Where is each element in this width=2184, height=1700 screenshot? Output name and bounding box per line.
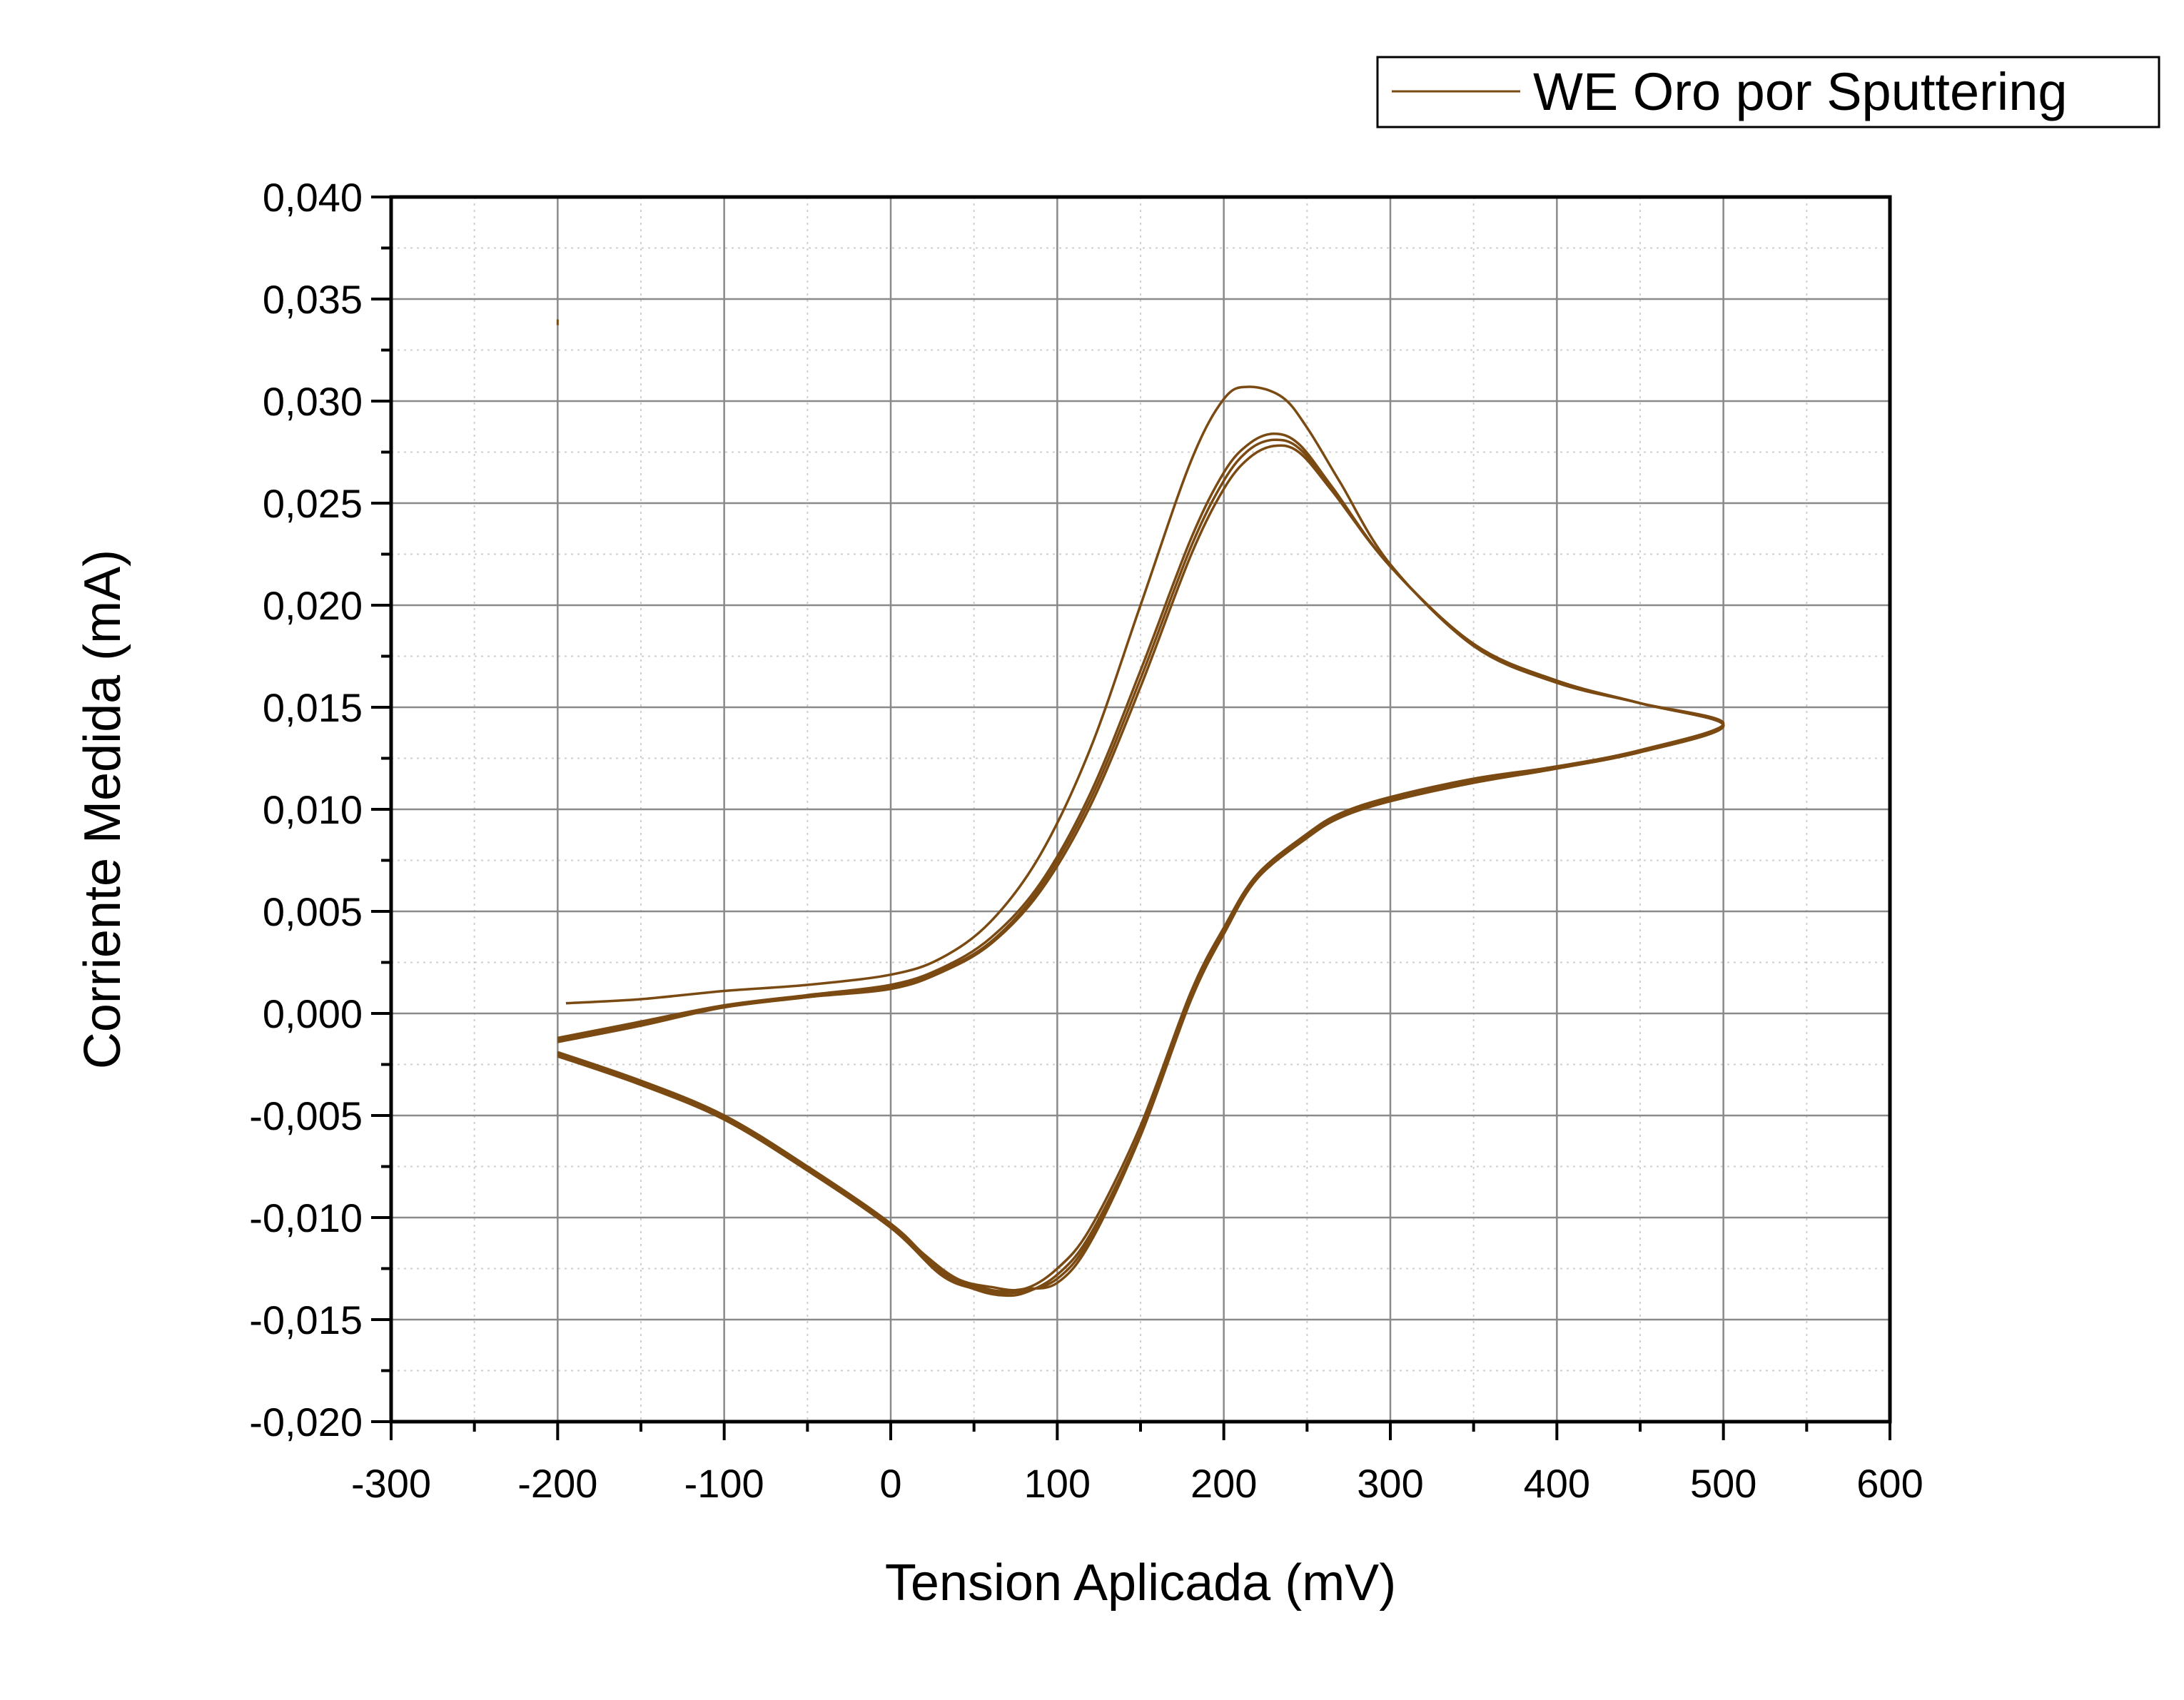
y-tick-label: -0,020 [249, 1400, 363, 1445]
legend-label: WE Oro por Sputtering [1533, 62, 2068, 121]
series-line-cycle-4 [557, 444, 1725, 1292]
y-tick-label: 0,035 [263, 277, 363, 322]
y-tick-label: 0,030 [263, 379, 363, 424]
y-tick-label: 0,025 [263, 481, 363, 526]
x-tick-label: 500 [1690, 1461, 1756, 1506]
x-tick-label: 200 [1190, 1461, 1257, 1506]
y-tick-labels: -0,020 -0,015 -0,010 -0,005 0,000 0,005 0,010 0… [249, 175, 363, 1445]
x-tick-label: 400 [1524, 1461, 1590, 1506]
axis-ticks [371, 196, 1891, 1440]
y-tick-label: -0,010 [249, 1195, 363, 1240]
y-tick-label: 0,010 [263, 787, 363, 832]
y-tick-label: 0,000 [263, 991, 363, 1036]
y-tick-label: 0,015 [263, 685, 363, 730]
grid [391, 197, 1890, 1422]
y-tick-label: 0,020 [263, 583, 363, 628]
series-layer [556, 319, 1725, 1297]
x-tick-label: 100 [1024, 1461, 1091, 1506]
x-tick-label: -100 [684, 1461, 764, 1506]
x-axis-title: Tension Aplicada (mV) [885, 1554, 1396, 1612]
x-tick-label: 600 [1856, 1461, 1923, 1506]
x-tick-labels: -300 -200 -100 0 100 200 300 400 500 600 [351, 1461, 1923, 1506]
y-tick-label: -0,005 [249, 1093, 363, 1138]
legend: WE Oro por Sputtering [1376, 56, 2160, 128]
x-tick-label: 0 [879, 1461, 901, 1506]
x-tick-label: -300 [351, 1461, 431, 1506]
x-tick-label: -200 [517, 1461, 597, 1506]
y-axis-title: Corriente Medida (mA) [74, 550, 131, 1069]
y-tick-label: 0,040 [263, 175, 363, 220]
x-tick-label: 300 [1357, 1461, 1423, 1506]
y-tick-label: 0,005 [263, 889, 363, 934]
y-tick-label: -0,015 [249, 1297, 363, 1342]
